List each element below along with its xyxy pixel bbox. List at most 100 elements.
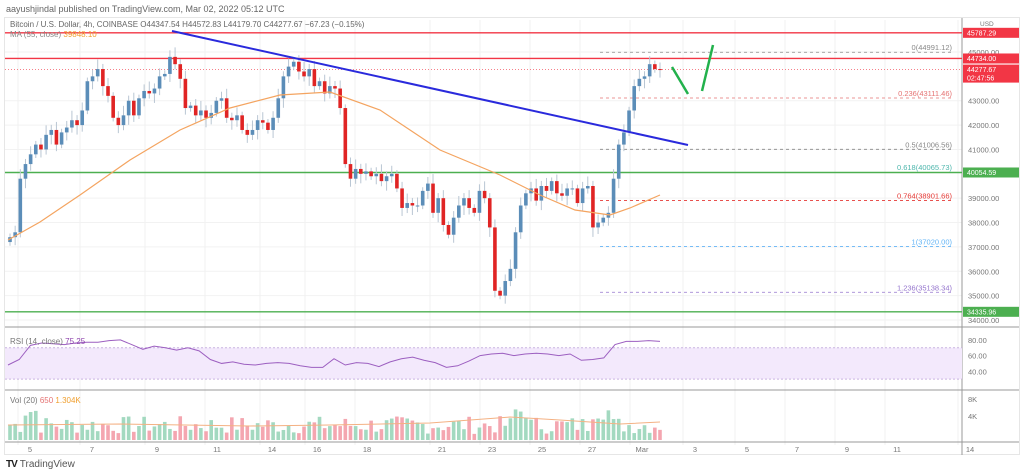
candle-body[interactable] [116, 117, 121, 126]
candle-body[interactable] [64, 127, 69, 133]
candle-body[interactable] [482, 190, 487, 199]
candle-body[interactable] [395, 173, 399, 189]
candle-body[interactable] [137, 98, 141, 116]
candle-body[interactable] [121, 115, 126, 126]
candle-body[interactable] [518, 205, 523, 233]
candle-body[interactable] [446, 224, 451, 235]
candle-body[interactable] [580, 188, 585, 204]
candle-body[interactable] [111, 95, 115, 118]
candle-body[interactable] [451, 217, 456, 235]
projection-stroke[interactable] [670, 66, 690, 95]
candle-body[interactable] [364, 171, 368, 174]
candle-body[interactable] [493, 227, 497, 291]
candle-body[interactable] [245, 129, 250, 135]
candle-body[interactable] [75, 120, 79, 126]
candle-body[interactable] [168, 56, 172, 74]
candle-body[interactable] [152, 88, 157, 94]
candle-body[interactable] [611, 178, 616, 213]
candle-body[interactable] [544, 186, 549, 191]
candle-body[interactable] [503, 281, 508, 296]
candle-body[interactable] [291, 61, 296, 67]
candle-body[interactable] [462, 198, 466, 206]
candle-body[interactable] [431, 183, 435, 213]
candle-body[interactable] [369, 171, 373, 177]
candle-body[interactable] [85, 81, 90, 111]
candle-body[interactable] [338, 88, 342, 109]
candle-body[interactable] [281, 76, 286, 99]
candle-body[interactable] [513, 232, 518, 269]
candle-body[interactable] [302, 71, 306, 77]
candle-body[interactable] [39, 144, 43, 150]
candle-body[interactable] [658, 69, 662, 71]
candle-body[interactable] [389, 173, 394, 177]
candle-body[interactable] [534, 188, 538, 201]
candle-body[interactable] [358, 168, 363, 174]
candle-body[interactable] [297, 61, 301, 72]
candle-body[interactable] [637, 78, 642, 87]
candle-body[interactable] [23, 164, 28, 179]
candle-body[interactable] [54, 129, 59, 145]
candle-body[interactable] [101, 69, 105, 87]
candle-body[interactable] [570, 188, 575, 190]
candle-body[interactable] [224, 98, 229, 118]
candle-body[interactable] [286, 66, 291, 77]
candle-body[interactable] [18, 178, 23, 233]
candle-body[interactable] [214, 100, 219, 113]
candle-body[interactable] [44, 134, 48, 150]
candle-body[interactable] [353, 168, 358, 179]
candle-body[interactable] [632, 86, 637, 111]
candle-body[interactable] [472, 207, 477, 213]
candle-body[interactable] [585, 186, 590, 189]
candle-body[interactable] [147, 90, 152, 94]
candle-body[interactable] [28, 154, 33, 165]
bearish-trendline[interactable] [171, 30, 689, 146]
candle-body[interactable] [616, 144, 621, 179]
candle-body[interactable] [596, 222, 600, 228]
candle-body[interactable] [575, 188, 580, 204]
candle-body[interactable] [276, 98, 281, 118]
candle-body[interactable] [49, 129, 54, 135]
candle-body[interactable] [647, 64, 652, 77]
candle-body[interactable] [426, 183, 430, 191]
candle-body[interactable] [436, 198, 440, 213]
candle-body[interactable] [59, 132, 64, 145]
candle-body[interactable] [235, 115, 239, 121]
candle-body[interactable] [178, 64, 183, 79]
candle-body[interactable] [70, 120, 74, 128]
candle-body[interactable] [260, 120, 265, 123]
candle-body[interactable] [266, 122, 270, 130]
candle-body[interactable] [204, 110, 208, 118]
candle-body[interactable] [8, 237, 12, 243]
candle-body[interactable] [627, 110, 631, 133]
candle-body[interactable] [622, 132, 626, 145]
candle-body[interactable] [374, 173, 379, 177]
candle-body[interactable] [539, 186, 544, 201]
candle-body[interactable] [312, 69, 317, 87]
candle-body[interactable] [555, 181, 559, 194]
candle-body[interactable] [477, 190, 482, 213]
candle-body[interactable] [157, 76, 162, 89]
candle-body[interactable] [420, 190, 425, 206]
candle-body[interactable] [188, 105, 193, 109]
candle-body[interactable] [80, 110, 85, 126]
candle-body[interactable] [250, 129, 255, 135]
candle-body[interactable] [642, 76, 647, 79]
candle-body[interactable] [132, 100, 136, 116]
candle-body[interactable] [560, 193, 564, 196]
candle-body[interactable] [307, 69, 312, 77]
candle-body[interactable] [441, 198, 446, 225]
candle-body[interactable] [95, 69, 100, 77]
candle-body[interactable] [162, 73, 167, 77]
candle-body[interactable] [410, 203, 415, 206]
candle-body[interactable] [400, 188, 404, 208]
candle-body[interactable] [565, 188, 569, 196]
candle-body[interactable] [13, 232, 17, 238]
candle-body[interactable] [333, 86, 337, 89]
candle-body[interactable] [457, 205, 461, 218]
candle-body[interactable] [348, 164, 353, 179]
candle-body[interactable] [219, 98, 224, 101]
candle-body[interactable] [601, 217, 606, 223]
candle-body[interactable] [487, 198, 492, 228]
candle-body[interactable] [142, 90, 146, 99]
